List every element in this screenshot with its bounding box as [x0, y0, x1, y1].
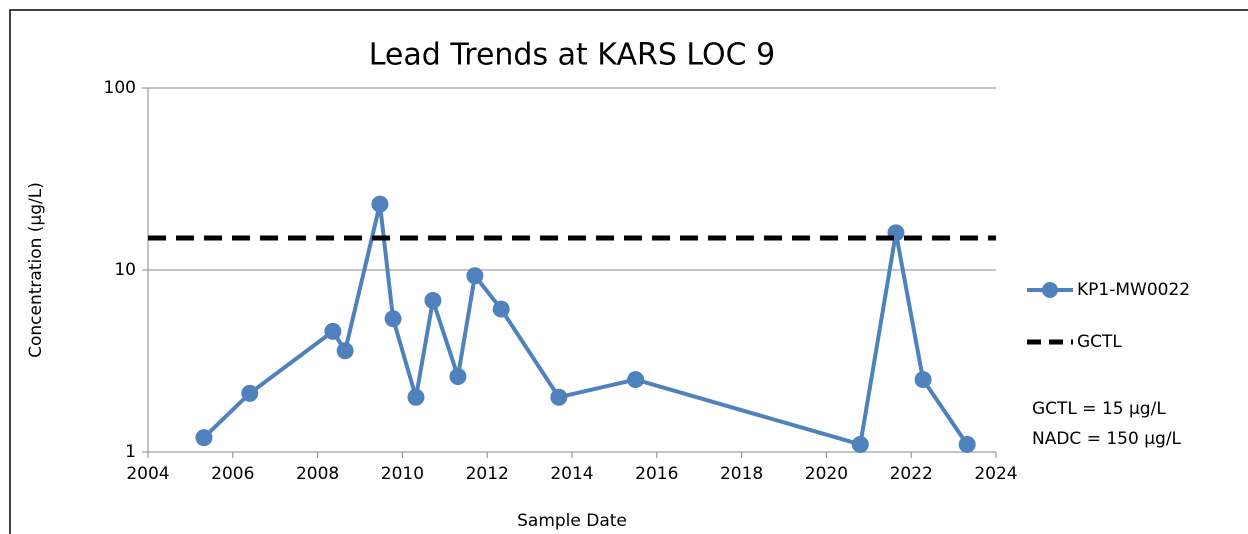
y-tick-label: 10 [114, 260, 136, 280]
data-point [627, 371, 645, 389]
legend-label: GCTL [1077, 332, 1122, 352]
x-tick-label: 2012 [466, 464, 509, 484]
x-tick-label: 2014 [550, 464, 593, 484]
data-point [407, 388, 425, 406]
data-point [384, 310, 402, 328]
data-point [195, 429, 213, 447]
y-tick-label: 100 [104, 78, 136, 98]
annotation: GCTL = 15 µg/L [1032, 399, 1166, 419]
x-tick-label: 2008 [296, 464, 339, 484]
data-point [466, 267, 484, 285]
x-tick-label: 2016 [635, 464, 678, 484]
y-tick-label: 1 [125, 442, 136, 462]
data-point [336, 342, 354, 360]
x-tick-label: 2010 [381, 464, 424, 484]
x-tick-label: 2024 [974, 464, 1017, 484]
data-point [914, 371, 932, 389]
data-point [324, 322, 342, 340]
x-tick-label: 2020 [805, 464, 848, 484]
data-point [371, 195, 389, 213]
x-tick-label: 2004 [126, 464, 169, 484]
x-tick-label: 2022 [890, 464, 933, 484]
data-point [424, 291, 442, 309]
data-point [241, 384, 259, 402]
x-tick-label: 2018 [720, 464, 763, 484]
y-axis-label: Concentration (µg/L) [26, 182, 46, 358]
annotation: NADC = 150 µg/L [1032, 429, 1182, 449]
data-point [492, 300, 510, 318]
x-axis-label: Sample Date [517, 511, 627, 531]
chart-frame [9, 9, 1248, 534]
data-point [851, 435, 869, 453]
x-tick-label: 2006 [211, 464, 254, 484]
data-point [958, 435, 976, 453]
legend-marker [1042, 282, 1058, 298]
chart-title: Lead Trends at KARS LOC 9 [369, 38, 775, 73]
data-point [550, 388, 568, 406]
legend-label: KP1-MW0022 [1077, 280, 1190, 300]
data-point [449, 367, 467, 385]
